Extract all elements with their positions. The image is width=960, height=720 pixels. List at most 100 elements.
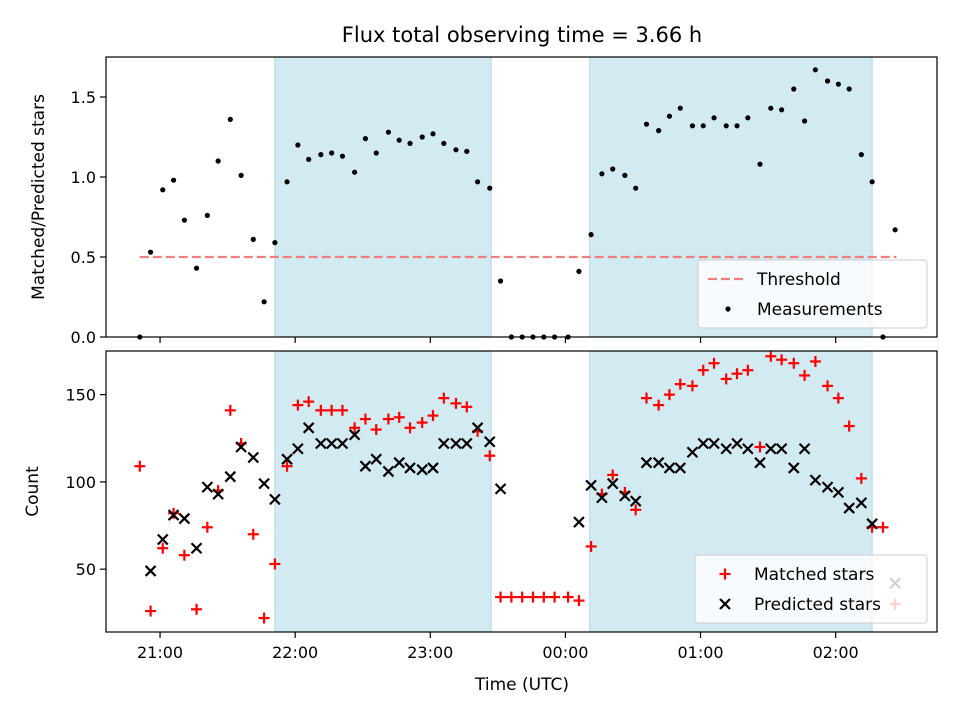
predicted-stars-point-b bbox=[302, 422, 315, 434]
predicted-stars-point-b bbox=[866, 518, 878, 530]
measurements-point bbox=[284, 179, 290, 185]
predicted-stars-point bbox=[686, 446, 699, 459]
predicted-stars-point bbox=[427, 462, 439, 474]
legend-box bbox=[694, 554, 928, 624]
measurements-point bbox=[295, 142, 301, 148]
measurements-point bbox=[329, 150, 335, 156]
measurements-point bbox=[474, 179, 481, 185]
measurements-point bbox=[419, 134, 425, 140]
y-tick-label: 50 bbox=[76, 560, 96, 579]
predicted-stars-point bbox=[798, 442, 811, 455]
predicted-stars-point-b bbox=[596, 491, 608, 504]
predicted-stars-point bbox=[855, 497, 868, 509]
predicted-stars-point bbox=[460, 437, 473, 450]
predicted-stars-point bbox=[697, 437, 710, 450]
predicted-stars-point bbox=[325, 437, 338, 450]
matched-stars-point bbox=[393, 411, 405, 423]
matched-stars-point bbox=[349, 422, 361, 434]
bottom-x-ticks: 21:00 22:00 23:00 00:00 01:00 02:00 bbox=[137, 632, 859, 662]
predicted-stars-point-b bbox=[798, 442, 811, 455]
predicted-stars-point bbox=[393, 456, 405, 469]
predicted-stars-point bbox=[336, 437, 349, 450]
predicted-stars-point-b bbox=[573, 516, 585, 528]
measurements-point bbox=[453, 147, 459, 153]
matched-stars-point bbox=[754, 441, 766, 453]
matched-stars-point bbox=[326, 404, 338, 416]
predicted-stars-point bbox=[235, 441, 247, 453]
predicted-stars-point-b bbox=[212, 488, 224, 500]
measurements-point bbox=[892, 227, 898, 233]
measurements-point bbox=[306, 156, 312, 162]
measurements-point bbox=[812, 67, 818, 73]
predicted-stars-point-b bbox=[258, 477, 270, 490]
predicted-stars-point bbox=[156, 533, 169, 546]
measurements-point bbox=[362, 136, 369, 142]
observing-band-0 bbox=[274, 56, 492, 338]
predicted-stars-point-b bbox=[775, 442, 788, 455]
measurements-point bbox=[633, 185, 639, 191]
matched-stars-point bbox=[258, 612, 270, 624]
matched-stars-point bbox=[438, 392, 450, 404]
measurements-point bbox=[193, 265, 200, 271]
predicted-stars-point bbox=[167, 509, 180, 521]
measurements-point bbox=[407, 140, 413, 146]
measurements-point bbox=[745, 115, 751, 121]
matched-stars-point bbox=[450, 397, 462, 409]
legend-predicted-stars-swatch-b bbox=[719, 598, 731, 610]
matched-stars-point bbox=[336, 404, 348, 416]
matched-stars-point bbox=[663, 389, 675, 401]
predicted-stars-point bbox=[359, 460, 372, 472]
matched-stars-point bbox=[877, 521, 889, 533]
measurements-point bbox=[656, 128, 662, 134]
predicted-stars-point bbox=[832, 486, 845, 499]
legend-measurements-label: Measurements bbox=[757, 300, 883, 320]
matched-stars-point bbox=[697, 364, 709, 376]
predicted-stars-point-b bbox=[754, 456, 766, 469]
matched-stars-point bbox=[315, 404, 327, 416]
x-tick-label: 22:00 bbox=[272, 643, 318, 662]
measurements-point bbox=[791, 86, 797, 92]
legend-measurements-swatch bbox=[725, 306, 731, 312]
predicted-stars-point-b bbox=[450, 437, 462, 450]
predicted-stars-point-b bbox=[619, 490, 631, 502]
predicted-stars-point bbox=[765, 442, 777, 455]
matched-stars-point bbox=[731, 368, 743, 380]
predicted-stars-point bbox=[190, 542, 203, 555]
predicted-stars-point-b bbox=[855, 497, 868, 509]
predicted-stars-point-b bbox=[674, 462, 687, 474]
chart-title: Flux total observing time = 3.66 h bbox=[342, 23, 702, 47]
predicted-stars-point-b bbox=[336, 437, 349, 450]
predicted-stars-point bbox=[596, 491, 608, 504]
predicted-stars-point-b bbox=[843, 502, 855, 514]
predicted-stars-point-b bbox=[686, 446, 699, 459]
predicted-stars-point-b bbox=[494, 483, 507, 495]
predicted-stars-point-b bbox=[832, 486, 845, 499]
matched-stars-point bbox=[538, 591, 550, 603]
predicted-stars-point bbox=[731, 437, 743, 450]
legend-predicted-stars-label: Predicted stars bbox=[754, 595, 881, 615]
predicted-stars-point bbox=[775, 442, 788, 455]
predicted-stars-point-b bbox=[585, 479, 597, 492]
measurements-point bbox=[723, 123, 729, 129]
predicted-stars-point bbox=[370, 453, 383, 465]
matched-stars-point bbox=[640, 392, 652, 404]
predicted-stars-point-b bbox=[787, 462, 800, 474]
legend-threshold-label: Threshold bbox=[756, 270, 841, 290]
predicted-stars-point bbox=[315, 437, 327, 450]
legend-matched-stars-label: Matched stars bbox=[754, 565, 874, 585]
measurements-point bbox=[801, 118, 808, 124]
matched-stars-point bbox=[776, 354, 788, 366]
matched-stars-point bbox=[549, 591, 561, 603]
top-x-ticks bbox=[159, 337, 837, 343]
predicted-stars-point-b bbox=[247, 451, 260, 464]
predicted-stars-point bbox=[258, 477, 270, 490]
matched-stars-point bbox=[686, 380, 698, 392]
x-axis-label: Time (UTC) bbox=[474, 675, 569, 695]
predicted-stars-point bbox=[629, 495, 642, 507]
measurements-point bbox=[869, 179, 875, 185]
measurements-point bbox=[666, 113, 673, 119]
observing-band-0 bbox=[274, 350, 492, 633]
matched-stars-point bbox=[742, 364, 754, 376]
matched-stars-point bbox=[630, 504, 642, 516]
